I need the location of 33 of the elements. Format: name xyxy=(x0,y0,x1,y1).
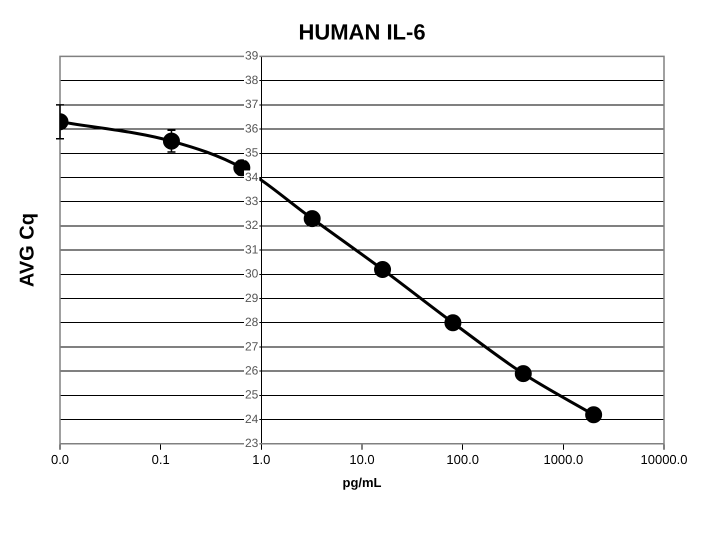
y-tick-label: 27 xyxy=(244,339,259,354)
y-tick-label: 23 xyxy=(244,436,259,450)
y-tick-label: 26 xyxy=(244,363,259,378)
y-tick-label: 31 xyxy=(244,242,259,256)
point xyxy=(444,314,462,332)
y-axis-title: AVG Cq xyxy=(16,213,39,288)
chart-title: HUMAN IL-6 xyxy=(298,19,426,44)
y-tick-label: 39 xyxy=(244,48,259,63)
x-tick-label: 0.1 xyxy=(152,452,170,468)
y-tick-label: 28 xyxy=(244,315,259,330)
x-tick-label: 10.0 xyxy=(349,452,375,468)
y-tick-label: 33 xyxy=(244,194,259,208)
point xyxy=(304,210,321,228)
y-tick-label: 37 xyxy=(244,97,259,112)
x-tick-label: 1.0 xyxy=(252,452,270,468)
y-tick-label: 29 xyxy=(244,290,259,305)
x-tick-label: 100.0 xyxy=(446,452,479,468)
y-tick-label: 32 xyxy=(244,218,259,232)
y-tick-label: 38 xyxy=(244,72,259,87)
x-tick-label: 10000.0 xyxy=(640,452,688,468)
x-tick-label: 1000.0 xyxy=(543,452,584,468)
y-tick-label: 36 xyxy=(244,121,259,136)
point xyxy=(585,406,602,424)
y-tick-label: 24 xyxy=(244,412,259,426)
point xyxy=(162,132,180,150)
y-tick-label: 35 xyxy=(244,146,259,160)
x-axis-title: pg/mL xyxy=(342,474,382,490)
y-tick-label: 30 xyxy=(244,266,259,281)
y-tick-label: 25 xyxy=(244,388,259,402)
point xyxy=(514,365,532,382)
point xyxy=(374,260,392,278)
y-tick-label: 34 xyxy=(244,170,259,184)
x-tick-label: 0.0 xyxy=(50,452,70,468)
